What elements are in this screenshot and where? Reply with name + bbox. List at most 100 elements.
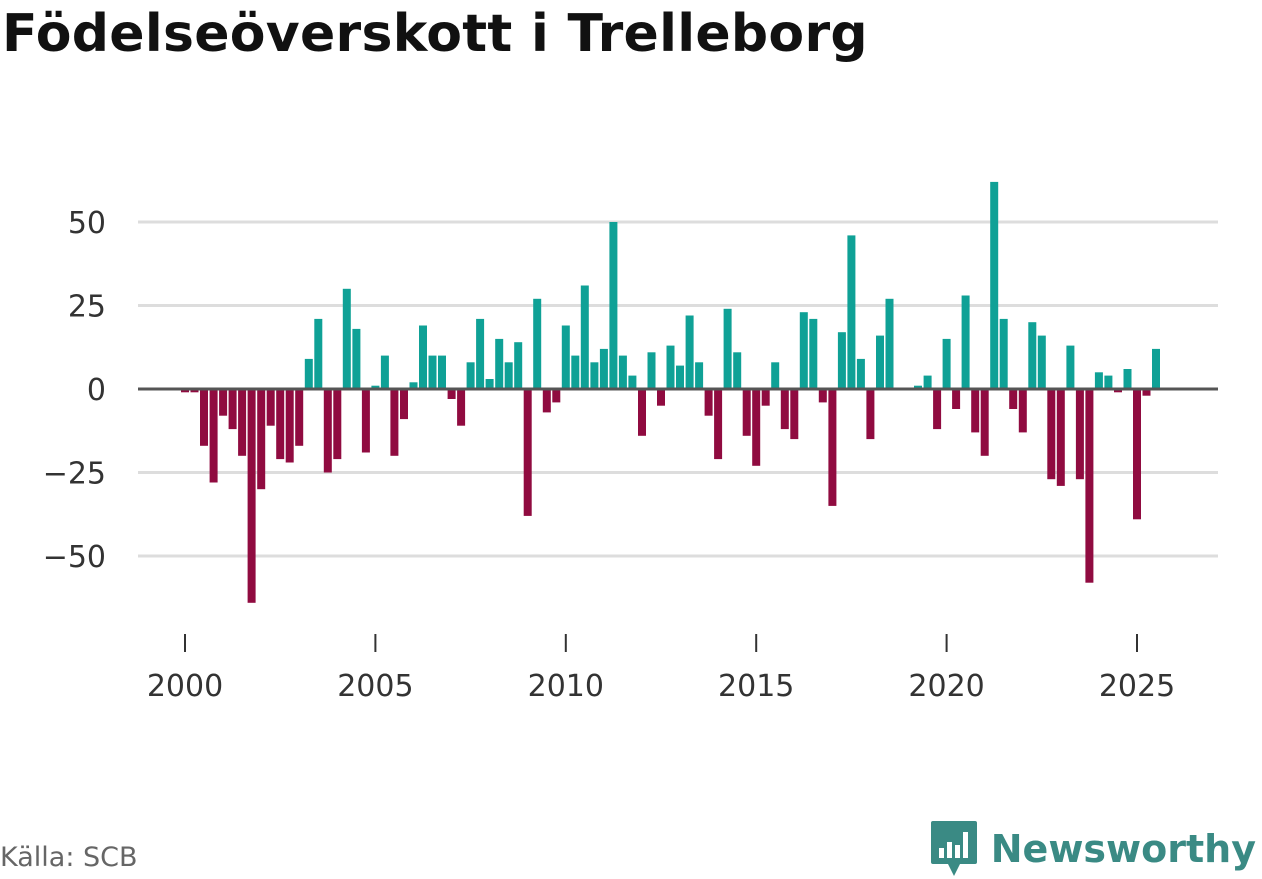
bar: [599, 348, 608, 389]
bar: [514, 342, 523, 389]
bar: [676, 365, 684, 389]
bar: [447, 389, 456, 399]
bar: [428, 355, 437, 389]
y-tick-label: 0: [87, 373, 106, 408]
bar: [933, 389, 942, 430]
bar: [523, 389, 532, 516]
bar: [638, 389, 646, 436]
bar: [647, 352, 656, 389]
bar: [1056, 389, 1065, 486]
bar: [380, 355, 389, 389]
bar: [704, 389, 713, 416]
bar: [1009, 389, 1018, 409]
bar: [971, 389, 980, 433]
bar: [1028, 322, 1037, 389]
bar: [333, 389, 342, 460]
x-axis: 2000 2005 2010 2015 2020 2025: [147, 634, 1175, 704]
bar: [780, 389, 789, 430]
bar: [790, 389, 799, 440]
bar: [295, 389, 304, 446]
bar: [752, 389, 761, 466]
bar: [552, 389, 561, 403]
bar: [542, 389, 551, 413]
bar: [666, 345, 675, 389]
x-tick-label: 2025: [1099, 669, 1175, 704]
bar: [809, 318, 818, 389]
bar: [371, 385, 380, 389]
y-axis-labels: 50 25 0 −25 −50: [43, 206, 106, 575]
bar: [457, 389, 466, 426]
bar: [1114, 389, 1122, 393]
bar: [533, 298, 542, 389]
bar: [209, 389, 218, 483]
bar: [961, 295, 970, 389]
bar: [504, 362, 513, 389]
bar: [361, 389, 370, 453]
bar: [990, 181, 999, 389]
bar: [923, 375, 932, 389]
bar: [695, 362, 704, 389]
bar: [409, 382, 418, 389]
bar: [1075, 389, 1084, 480]
bar: [733, 352, 742, 389]
bar: [952, 389, 961, 409]
bar: [580, 285, 589, 389]
bar: [609, 222, 618, 389]
bar: [1085, 389, 1094, 583]
bar: [685, 315, 694, 389]
bar: [1047, 389, 1056, 480]
bar: [837, 332, 846, 389]
brand-name: Newsworthy: [990, 827, 1256, 871]
bar: [466, 362, 475, 389]
bar: [723, 308, 732, 389]
bar: [276, 389, 285, 460]
bar: [761, 389, 770, 406]
x-tick-label: 2005: [337, 669, 413, 704]
grid-lines: [138, 220, 1218, 558]
bar: [1123, 369, 1132, 389]
bar: [438, 355, 446, 389]
x-tick-label: 2000: [147, 669, 223, 704]
bar: [714, 389, 723, 460]
bar: [304, 358, 313, 389]
bar: [885, 298, 894, 389]
bar: [390, 389, 399, 456]
bar: [1066, 345, 1075, 389]
bar: [485, 379, 494, 389]
bar: [247, 389, 256, 603]
bar: [771, 362, 780, 389]
bar: [1152, 348, 1160, 389]
bar: [266, 389, 275, 426]
bar: [495, 338, 504, 389]
bar: [999, 318, 1008, 389]
bar: [190, 389, 199, 393]
bar: [914, 385, 922, 389]
y-tick-label: −50: [43, 540, 106, 575]
bar: [342, 288, 351, 389]
bar: [876, 335, 884, 389]
bar: [571, 355, 580, 389]
bar: [238, 389, 247, 456]
bar: [181, 389, 189, 393]
bar: [228, 389, 237, 430]
bar: [476, 318, 485, 389]
bar: [980, 389, 989, 456]
bar: [323, 389, 332, 473]
brand-logo[interactable]: Newsworthy: [929, 820, 1256, 878]
bar: [1133, 389, 1141, 520]
x-tick-label: 2015: [718, 669, 794, 704]
bars: [181, 181, 1160, 603]
y-tick-label: 50: [68, 206, 106, 241]
bar: [799, 312, 808, 389]
y-tick-label: −25: [43, 457, 106, 492]
bar: [1142, 389, 1151, 396]
bar: [742, 389, 751, 436]
bar: [818, 389, 827, 403]
bar: [866, 389, 875, 440]
bar: [590, 362, 599, 389]
bar: [285, 389, 294, 463]
bar: [828, 389, 837, 506]
bar: [847, 235, 856, 389]
bar: [352, 328, 361, 389]
